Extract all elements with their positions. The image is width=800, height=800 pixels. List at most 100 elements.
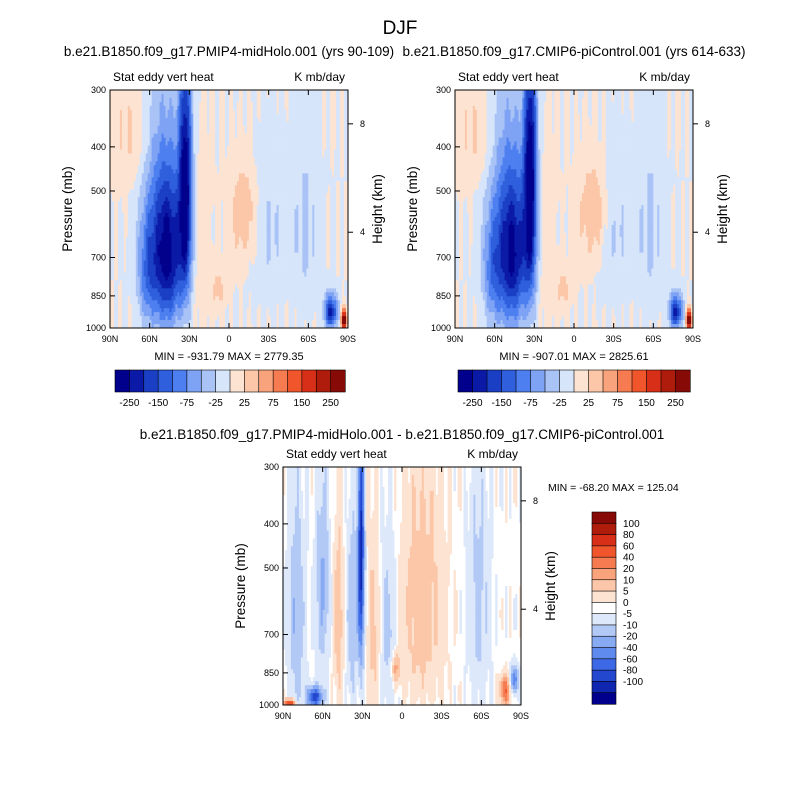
contour-cell — [125, 292, 129, 297]
contour-cell — [187, 276, 190, 281]
contour-cell — [183, 173, 186, 178]
contour-cell — [163, 304, 166, 309]
contour-cell — [219, 308, 222, 313]
contour-cell — [230, 145, 234, 150]
contour-cell — [225, 280, 228, 285]
contour-cell — [189, 205, 192, 210]
contour-cell — [199, 129, 202, 134]
contour-cell — [199, 296, 202, 301]
contour-cell — [185, 272, 188, 277]
contour-cell — [133, 288, 137, 293]
contour-cell — [157, 288, 160, 293]
contour-cell — [149, 308, 152, 313]
contour-cell — [264, 161, 268, 166]
contour-cell — [159, 137, 162, 142]
contour-cell — [181, 141, 184, 146]
contour-cell — [125, 125, 129, 131]
contour-cell — [183, 157, 186, 162]
contour-cell — [143, 161, 147, 166]
contour-cell — [119, 161, 123, 166]
contour-cell — [197, 189, 200, 194]
contour-cell — [167, 268, 170, 273]
contour-cell — [121, 90, 125, 95]
contour-cell — [260, 316, 264, 321]
contour-cell — [238, 193, 242, 198]
contour-cell — [203, 220, 206, 226]
contour-cell — [143, 272, 147, 277]
contour-cell — [117, 165, 121, 170]
contour-cell — [173, 173, 176, 178]
contour-cell — [141, 145, 145, 150]
contour-cell — [151, 97, 154, 103]
contour-cell — [195, 109, 198, 115]
contour-cell — [135, 212, 139, 218]
contour-cell — [254, 280, 258, 285]
contour-cell — [115, 272, 119, 277]
contour-cell — [225, 117, 228, 123]
contour-cell — [111, 93, 115, 99]
contour-cell — [141, 284, 145, 289]
contour-cell — [205, 284, 208, 289]
contour-cell — [260, 141, 264, 146]
contour-cell — [121, 109, 125, 115]
contour-cell — [195, 117, 198, 123]
contour-cell — [266, 308, 270, 313]
contour-cell — [238, 105, 242, 111]
contour-cell — [197, 161, 200, 166]
contour-cell — [151, 212, 154, 218]
contour-cell — [248, 157, 252, 162]
contour-cell — [242, 101, 246, 107]
contour-cell — [258, 272, 262, 277]
contour-cell — [213, 268, 216, 273]
contour-cell — [139, 109, 143, 115]
contour-cell — [199, 300, 202, 305]
contour-cell — [143, 165, 147, 170]
contour-cell — [197, 129, 200, 134]
contour-cell — [189, 312, 192, 317]
contour-cell — [169, 137, 172, 142]
contour-cell — [232, 256, 236, 261]
contour-cell — [179, 236, 182, 242]
contour-cell — [264, 105, 268, 111]
contour-cell — [165, 165, 168, 170]
contour-cell — [217, 137, 220, 142]
contour-cell — [167, 264, 170, 269]
contour-cell — [179, 205, 182, 210]
contour-cell — [137, 264, 141, 269]
contour-cell — [141, 181, 145, 186]
contour-cell — [169, 292, 172, 297]
contour-cell — [193, 201, 196, 206]
contour-cell — [129, 153, 133, 158]
contour-cell — [201, 292, 204, 297]
contour-cell — [223, 181, 226, 186]
contour-cell — [137, 256, 141, 261]
contour-cell — [205, 220, 208, 226]
contour-cell — [207, 212, 210, 218]
contour-cell — [117, 181, 121, 186]
contour-cell — [195, 93, 198, 99]
contour-cell — [244, 105, 248, 111]
contour-cell — [181, 145, 184, 150]
contour-cell — [145, 264, 149, 269]
contour-cell — [155, 316, 158, 321]
contour-cell — [238, 141, 242, 146]
contour-cell — [167, 197, 170, 202]
contour-cell — [121, 165, 125, 170]
contour-cell — [199, 173, 202, 178]
contour-cell — [117, 105, 121, 111]
contour-cell — [123, 101, 127, 107]
contour-cell — [159, 105, 162, 111]
contour-cell — [207, 248, 210, 253]
contour-cell — [149, 292, 152, 297]
contour-cell — [169, 209, 172, 214]
contour-cell — [159, 216, 162, 222]
contour-cell — [147, 288, 151, 293]
contour-cell — [121, 117, 125, 123]
contour-cell — [167, 109, 170, 115]
contour-cell — [173, 252, 176, 257]
contour-cell — [185, 256, 188, 261]
contour-cell — [139, 165, 143, 170]
contour-cell — [272, 121, 275, 127]
contour-cell — [153, 141, 156, 146]
contour-cell — [119, 272, 123, 277]
